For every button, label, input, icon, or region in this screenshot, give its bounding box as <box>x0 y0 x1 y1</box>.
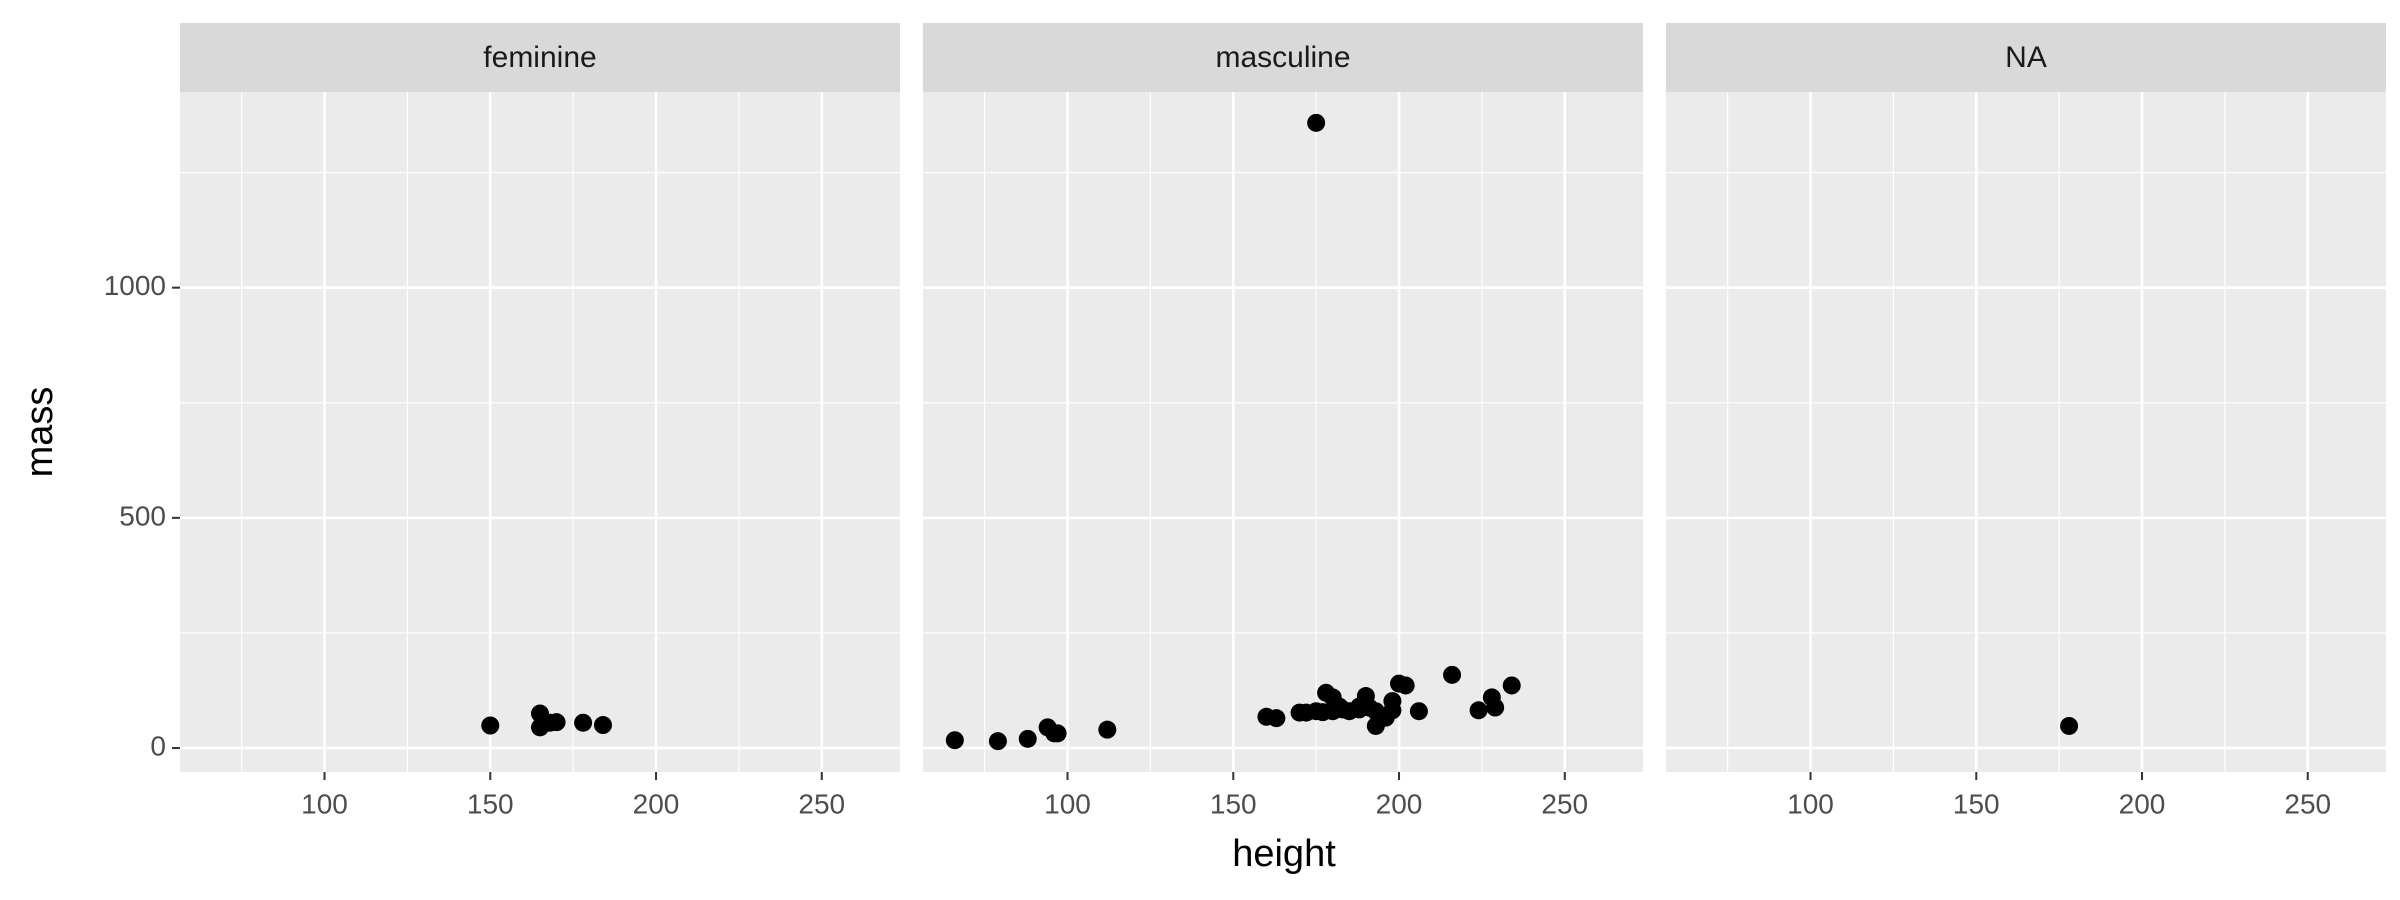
strip <box>923 23 1643 92</box>
point <box>1307 113 1326 132</box>
point <box>988 732 1007 751</box>
point <box>1443 665 1462 684</box>
point <box>1018 729 1037 748</box>
point <box>1383 692 1402 711</box>
point <box>1502 676 1521 695</box>
y-tick-label: 0 <box>150 730 166 761</box>
point <box>1396 676 1415 695</box>
point <box>481 716 500 735</box>
point <box>547 713 566 732</box>
x-tick-label: 150 <box>467 788 514 819</box>
point <box>1098 720 1117 739</box>
strip <box>1666 23 2386 92</box>
strip-label: masculine <box>1215 41 1350 74</box>
x-axis-title: height <box>1232 833 1336 875</box>
y-tick-label: 500 <box>119 500 166 531</box>
point <box>1267 709 1286 728</box>
strip-label: NA <box>2005 41 2047 74</box>
point <box>1409 702 1428 721</box>
x-tick-label: 250 <box>1541 788 1588 819</box>
x-tick-label: 200 <box>633 788 680 819</box>
y-axis-title: mass <box>19 387 61 478</box>
x-tick-label: 200 <box>1376 788 1423 819</box>
y-tick-label: 1000 <box>104 270 166 301</box>
strip <box>180 23 900 92</box>
x-tick-label: 100 <box>301 788 348 819</box>
x-tick-label: 250 <box>2284 788 2331 819</box>
x-tick-label: 250 <box>798 788 845 819</box>
x-tick-label: 150 <box>1210 788 1257 819</box>
point <box>1469 701 1488 720</box>
point <box>574 713 593 732</box>
panel <box>180 92 900 772</box>
point <box>1048 724 1067 743</box>
point <box>593 716 612 735</box>
x-tick-label: 100 <box>1044 788 1091 819</box>
x-tick-label: 150 <box>1953 788 2000 819</box>
point <box>945 731 964 750</box>
point <box>2060 716 2079 735</box>
strip-label: feminine <box>483 41 596 74</box>
panel <box>1666 92 2386 772</box>
point <box>1486 698 1505 717</box>
x-tick-label: 100 <box>1787 788 1834 819</box>
panel <box>923 92 1643 772</box>
x-tick-label: 200 <box>2119 788 2166 819</box>
